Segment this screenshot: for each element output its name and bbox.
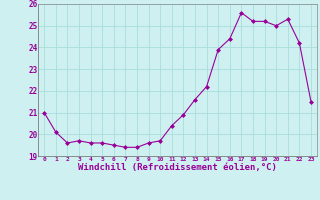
X-axis label: Windchill (Refroidissement éolien,°C): Windchill (Refroidissement éolien,°C) <box>78 163 277 172</box>
